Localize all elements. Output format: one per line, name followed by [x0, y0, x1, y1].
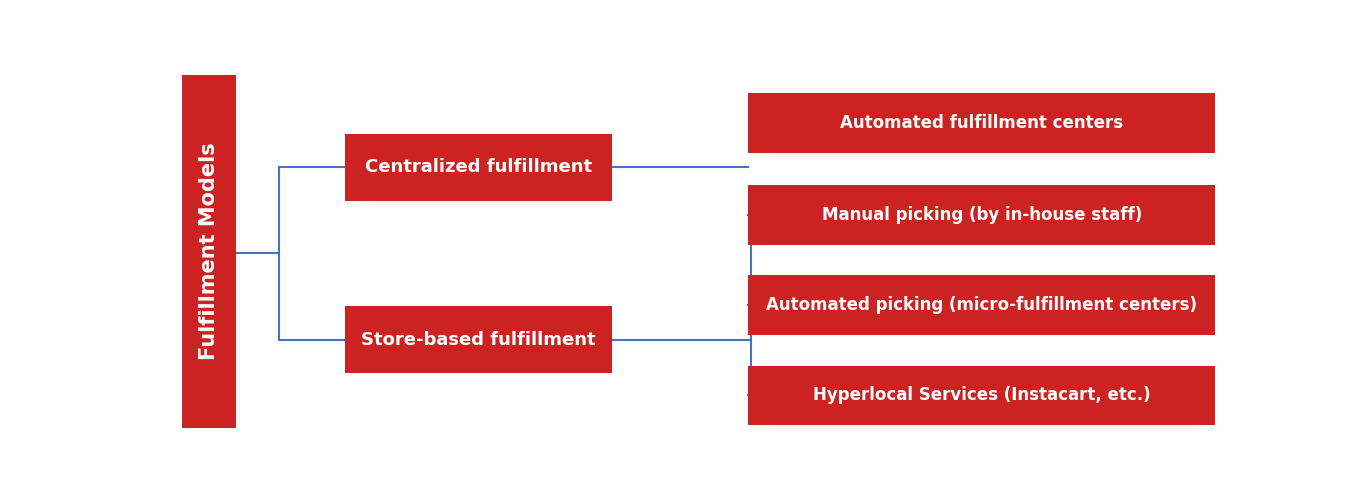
FancyBboxPatch shape [181, 75, 237, 428]
Text: Fulfillment Models: Fulfillment Models [199, 142, 219, 361]
Text: Hyperlocal Services (Instacart, etc.): Hyperlocal Services (Instacart, etc.) [813, 386, 1150, 404]
FancyBboxPatch shape [345, 306, 612, 373]
FancyBboxPatch shape [748, 366, 1215, 425]
Text: Centralized fulfillment: Centralized fulfillment [365, 158, 593, 176]
FancyBboxPatch shape [748, 185, 1215, 245]
FancyBboxPatch shape [345, 133, 612, 201]
Text: Manual picking (by in-house staff): Manual picking (by in-house staff) [821, 206, 1142, 224]
FancyBboxPatch shape [748, 275, 1215, 335]
Text: Automated fulfillment centers: Automated fulfillment centers [840, 114, 1123, 132]
FancyBboxPatch shape [748, 93, 1215, 153]
Text: Automated picking (micro-fulfillment centers): Automated picking (micro-fulfillment cen… [766, 296, 1197, 314]
Text: Store-based fulfillment: Store-based fulfillment [361, 331, 595, 349]
